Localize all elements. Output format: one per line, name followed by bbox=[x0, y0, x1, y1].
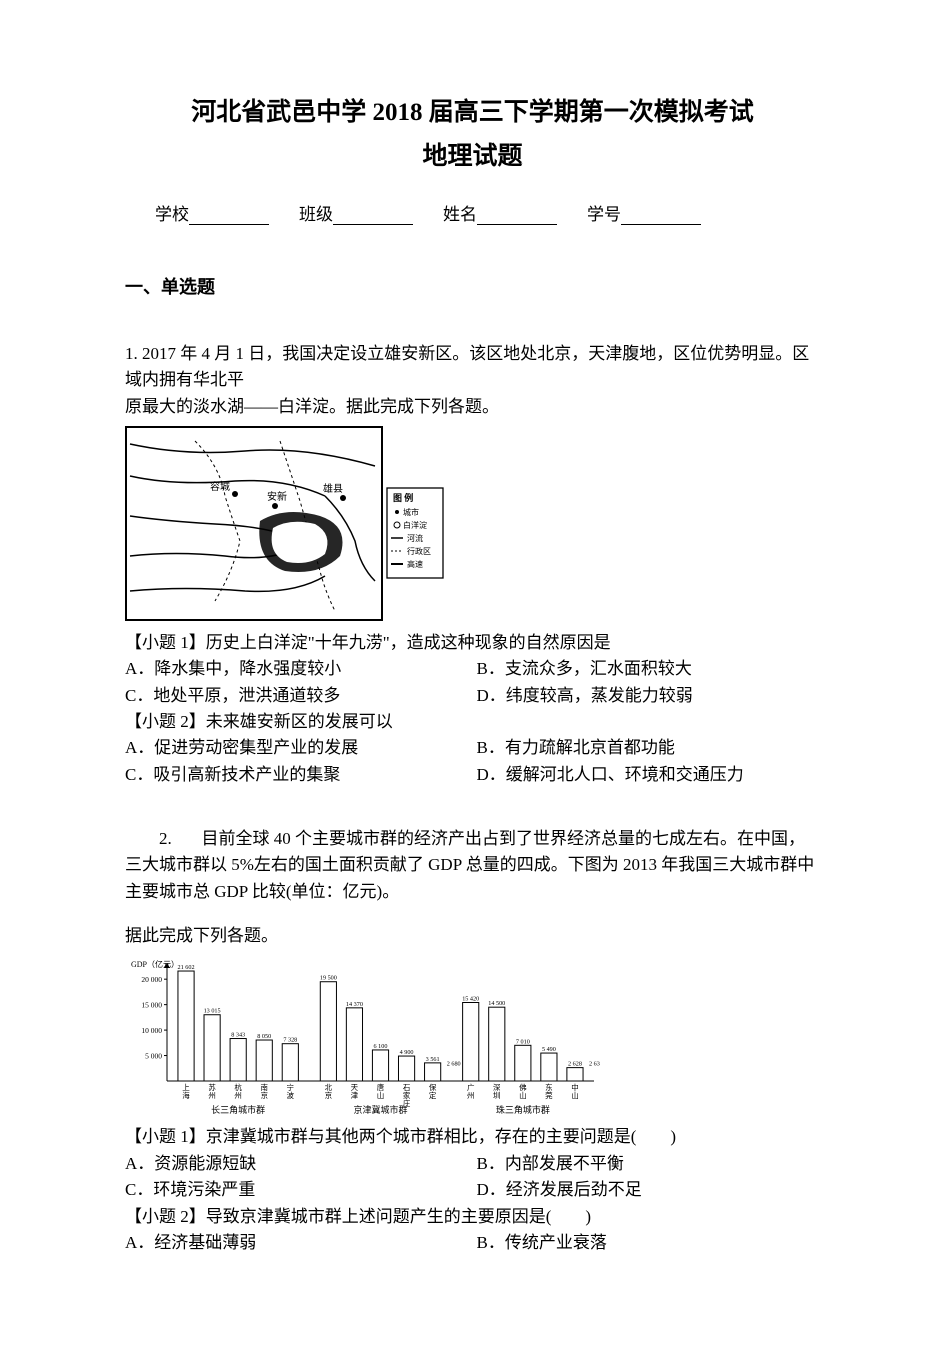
q1-sub2-optB: B．有力疏解北京首都功能 bbox=[477, 735, 821, 761]
svg-text:2 628: 2 628 bbox=[568, 1061, 582, 1068]
question-1: 1. 2017 年 4 月 1 日，我国决定设立雄安新区。该区地处北京，天津腹地… bbox=[125, 341, 820, 788]
svg-text:珠三角城市群: 珠三角城市群 bbox=[496, 1104, 550, 1115]
title-line1: 河北省武邑中学 2018 届高三下学期第一次模拟考试 bbox=[125, 95, 820, 130]
svg-text:10 000: 10 000 bbox=[141, 1027, 162, 1036]
svg-text:19 500: 19 500 bbox=[320, 975, 337, 982]
legend-lake: 白洋淀 bbox=[403, 520, 427, 530]
svg-text:6 100: 6 100 bbox=[374, 1043, 388, 1050]
legend-river: 河流 bbox=[407, 533, 423, 543]
q1-sub2-prompt: 【小题 2】未来雄安新区的发展可以 bbox=[125, 709, 820, 735]
q2-stem1: 目前全球 40 个主要城市群的经济产出占到了世界经济总量的七成左右。在中国，三大… bbox=[125, 829, 814, 901]
svg-text:州: 州 bbox=[234, 1091, 242, 1100]
svg-text:GDP（亿元）: GDP（亿元） bbox=[131, 959, 179, 969]
svg-text:波: 波 bbox=[287, 1090, 295, 1100]
q1-stem2: 原最大的淡水湖——白洋淀。据此完成下列各题。 bbox=[125, 394, 820, 420]
section-header: 一、单选题 bbox=[125, 273, 820, 299]
q1-sub1-optA: A．降水集中，降水强度较小 bbox=[125, 656, 477, 682]
q2-followup: 据此完成下列各题。 bbox=[125, 923, 820, 949]
q1-stem1: 2017 年 4 月 1 日，我国决定设立雄安新区。该区地处北京，天津腹地，区位… bbox=[125, 344, 809, 389]
svg-text:8 050: 8 050 bbox=[257, 1033, 271, 1040]
gdp-chart: GDP（亿元）5 00010 00015 00020 00021 602上海13… bbox=[125, 955, 820, 1120]
svg-text:定: 定 bbox=[429, 1090, 437, 1100]
title-line2: 地理试题 bbox=[125, 136, 820, 172]
svg-text:14 500: 14 500 bbox=[488, 1001, 505, 1008]
svg-text:京: 京 bbox=[325, 1090, 333, 1100]
name-blank bbox=[477, 207, 557, 225]
q1-sub2-optA: A．促进劳动密集型产业的发展 bbox=[125, 735, 477, 761]
q2-sub1-optC: C．环境污染严重 bbox=[125, 1177, 477, 1203]
q1-number: 1. bbox=[125, 344, 142, 363]
class-blank bbox=[333, 207, 413, 225]
q1-sub1-prompt: 【小题 1】历史上白洋淀"十年九涝"，造成这种现象的自然原因是 bbox=[125, 630, 820, 656]
q2-sub1-optA: A．资源能源短缺 bbox=[125, 1151, 477, 1177]
baiyangdian-map: 容城 安新 雄县 图 例 城市 白洋淀 河流 行政区 高速 bbox=[125, 426, 820, 626]
svg-text:山: 山 bbox=[571, 1090, 579, 1100]
city-anxin: 安新 bbox=[267, 490, 287, 503]
svg-text:15 420: 15 420 bbox=[462, 996, 479, 1003]
q1-sub2-optC: C．吸引高新技术产业的集聚 bbox=[125, 762, 477, 788]
q1-sub1-options-row2: C．地处平原，泄洪通道较多 D．纬度较高，蒸发能力较弱 bbox=[125, 683, 820, 709]
legend-highway: 高速 bbox=[407, 559, 423, 569]
svg-text:圳: 圳 bbox=[493, 1090, 501, 1100]
school-label: 学校 bbox=[155, 200, 189, 225]
svg-text:州: 州 bbox=[467, 1091, 475, 1100]
svg-text:7 328: 7 328 bbox=[283, 1037, 297, 1044]
svg-text:21 602: 21 602 bbox=[178, 964, 195, 971]
svg-text:5 490: 5 490 bbox=[542, 1047, 556, 1054]
svg-text:山: 山 bbox=[377, 1090, 385, 1100]
q1-sub2-optD: D．缓解河北人口、环境和交通压力 bbox=[477, 762, 821, 788]
q2-sub2-optB: B．传统产业衰落 bbox=[477, 1230, 821, 1256]
legend-city: 城市 bbox=[403, 507, 419, 517]
name-label: 姓名 bbox=[443, 200, 477, 225]
svg-text:州: 州 bbox=[208, 1091, 216, 1100]
svg-text:3 561: 3 561 bbox=[426, 1056, 440, 1063]
svg-text:7 010: 7 010 bbox=[516, 1039, 530, 1046]
svg-text:14 370: 14 370 bbox=[346, 1001, 363, 1008]
svg-text:5 000: 5 000 bbox=[145, 1052, 162, 1061]
q1-sub1-optD: D．纬度较高，蒸发能力较弱 bbox=[477, 683, 821, 709]
svg-text:津: 津 bbox=[351, 1091, 359, 1100]
q1-sub2-options-row1: A．促进劳动密集型产业的发展 B．有力疏解北京首都功能 bbox=[125, 735, 820, 761]
q2-sub1-prompt: 【小题 1】京津冀城市群与其他两个城市群相比，存在的主要问题是( ) bbox=[125, 1124, 820, 1150]
q2-sub2-prompt: 【小题 2】导致京津冀城市群上述问题产生的主要原因是( ) bbox=[125, 1204, 820, 1230]
svg-text:8 343: 8 343 bbox=[231, 1032, 245, 1039]
q2-sub1-optB: B．内部发展不平衡 bbox=[477, 1151, 821, 1177]
svg-text:京津冀城市群: 京津冀城市群 bbox=[353, 1104, 407, 1115]
city-rongcheng: 容城 bbox=[210, 480, 230, 493]
svg-text:4 900: 4 900 bbox=[400, 1050, 414, 1057]
q2-sub1-options-row1: A．资源能源短缺 B．内部发展不平衡 bbox=[125, 1151, 820, 1177]
q2-sub1-options-row2: C．环境污染严重 D．经济发展后劲不足 bbox=[125, 1177, 820, 1203]
svg-text:15 000: 15 000 bbox=[141, 1001, 162, 1010]
legend-admin: 行政区 bbox=[407, 546, 431, 556]
svg-text:13 015: 13 015 bbox=[204, 1008, 221, 1015]
city-xiongxian: 雄县 bbox=[323, 482, 343, 495]
svg-text:京: 京 bbox=[260, 1090, 268, 1100]
svg-text:长三角城市群: 长三角城市群 bbox=[211, 1104, 265, 1115]
q2-sub2-options-row1: A．经济基础薄弱 B．传统产业衰落 bbox=[125, 1230, 820, 1256]
q2-number: 2. bbox=[159, 829, 172, 848]
svg-text:莞: 莞 bbox=[545, 1090, 553, 1100]
svg-text:20 000: 20 000 bbox=[141, 976, 162, 985]
number-blank bbox=[621, 207, 701, 225]
q2-sub1-optD: D．经济发展后劲不足 bbox=[477, 1177, 821, 1203]
class-label: 班级 bbox=[299, 200, 333, 225]
svg-text:2 638: 2 638 bbox=[589, 1061, 600, 1068]
q1-sub1-optB: B．支流众多，汇水面积较大 bbox=[477, 656, 821, 682]
svg-text:2 680: 2 680 bbox=[447, 1061, 461, 1068]
school-blank bbox=[189, 207, 269, 225]
q1-sub2-options-row2: C．吸引高新技术产业的集聚 D．缓解河北人口、环境和交通压力 bbox=[125, 762, 820, 788]
q1-sub1-optC: C．地处平原，泄洪通道较多 bbox=[125, 683, 477, 709]
q1-sub1-options-row1: A．降水集中，降水强度较小 B．支流众多，汇水面积较大 bbox=[125, 656, 820, 682]
svg-text:山: 山 bbox=[519, 1090, 527, 1100]
student-info-row: 学校 班级 姓名 学号 bbox=[125, 200, 820, 225]
number-label: 学号 bbox=[587, 200, 621, 225]
question-2: 2. 目前全球 40 个主要城市群的经济产出占到了世界经济总量的七成左右。在中国… bbox=[125, 826, 820, 1256]
legend-title: 图 例 bbox=[393, 492, 413, 503]
svg-text:海: 海 bbox=[182, 1090, 190, 1100]
q2-sub2-optA: A．经济基础薄弱 bbox=[125, 1230, 477, 1256]
